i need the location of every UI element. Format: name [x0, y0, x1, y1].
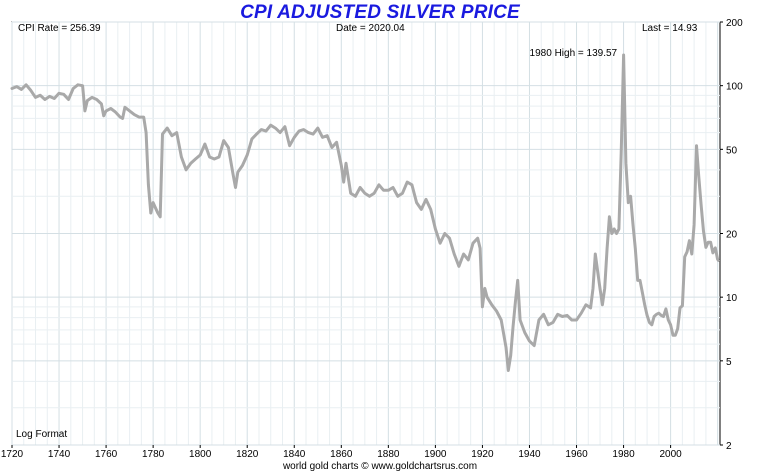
x-tick-label: 1880: [377, 449, 400, 460]
x-tick-label: 1980: [612, 449, 635, 460]
x-tick-label: 1960: [565, 449, 588, 460]
cpi-rate-label: CPI Rate = 256.39: [18, 23, 101, 34]
x-tick-label: 1900: [424, 449, 447, 460]
series-layer: [10, 53, 720, 372]
y-tick-label: 200: [726, 18, 743, 29]
x-tick-label: 1920: [471, 449, 494, 460]
axis-ticks: 1720 1740 1760 1780 1800 1820 1840 1860 1880 1900…: [1, 18, 743, 460]
grid-lines: [11, 21, 720, 446]
y-tick-label: 10: [726, 293, 738, 304]
peak-annotation: 1980 High = 139.57: [529, 48, 618, 60]
log-format-label: Log Format: [16, 429, 68, 440]
y-tick-label: 50: [726, 145, 738, 156]
x-tick-label: 1860: [330, 449, 353, 460]
chart-title: CPI ADJUSTED SILVER PRICE: [240, 2, 520, 23]
x-tick-label: 1780: [142, 449, 165, 460]
x-tick-label: 1820: [236, 449, 259, 460]
y-tick-label: 5: [726, 357, 732, 368]
last-value-label: Last = 14.93: [642, 23, 698, 34]
x-tick-label: 1800: [189, 449, 212, 460]
silver-price-line: [10, 53, 720, 372]
credit-line: world gold charts © www.goldchartsrus.co…: [282, 461, 478, 472]
x-tick-label: 1840: [283, 449, 306, 460]
x-tick-label: 1720: [1, 449, 24, 460]
x-tick-label: 1740: [48, 449, 71, 460]
y-tick-label: 100: [726, 82, 743, 93]
y-tick-label: 20: [726, 230, 738, 241]
x-tick-label: 1940: [518, 449, 541, 460]
y-tick-label: 2: [726, 441, 732, 452]
x-tick-label: 1760: [95, 449, 118, 460]
x-tick-label: 2000: [659, 449, 682, 460]
date-label: Date = 2020.04: [336, 23, 405, 34]
